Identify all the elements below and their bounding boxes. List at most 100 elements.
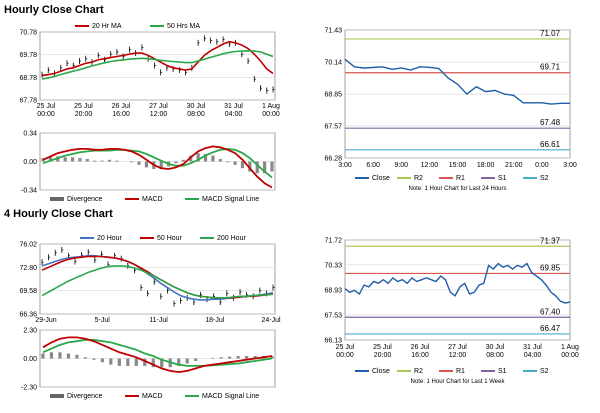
hourly-macd-divergence-bar <box>115 160 119 162</box>
hourly-pivot-y-tick: 67.57 <box>324 123 342 130</box>
h4-macd-divergence-bar <box>253 356 257 359</box>
hourly-pivot-legend-r1-label: R1 <box>456 175 465 182</box>
hourly-pivot-y-tick: 71.43 <box>324 28 342 35</box>
hourly-macd-divergence-bar <box>41 158 45 162</box>
h4-price-y-tick: 72.80 <box>19 265 37 272</box>
h4-macd-divergence-bar <box>185 358 189 364</box>
h4-macd-divergence-bar <box>219 357 223 359</box>
h4-pivot-x-tick-line: 30 Jul <box>486 344 505 351</box>
hourly-pivot-y-tick: 66.28 <box>324 156 342 163</box>
hourly-macd-y-tick: -0.34 <box>21 188 37 195</box>
h4-macd-y-tick: 0.00 <box>23 356 37 363</box>
h4-macd-divergence-bar <box>270 356 274 359</box>
h4-price-200-hour-line <box>41 265 274 299</box>
h4-macd-divergence-bar <box>66 353 71 359</box>
h4-pivot-s2-label: 66.47 <box>540 324 561 333</box>
hourly-price-x-tick-line: 25 Jul <box>74 103 93 110</box>
hourly-macd-divergence-bar <box>233 161 237 165</box>
h4-pivot-x-tick: 1 Aug 00:00 <box>561 344 579 359</box>
hourly-pivot-x-tick: 12:00 <box>421 162 439 169</box>
hourly-pivot-x-tick: 3:00 <box>338 162 352 169</box>
hourly-price-x-tick: 1 Aug 00:00 <box>262 103 280 118</box>
h4-pivot-x-tick: 26 Jul 16:00 <box>411 344 430 359</box>
hourly-price-x-tick-line: 26 Jul <box>112 103 131 110</box>
h4-price-x-tick: 29-Jun <box>35 317 57 324</box>
hourly-price-legend-1-label: 50 Hrs MA <box>167 23 200 30</box>
hourly-macd-divergence-bar <box>137 161 141 165</box>
hourly-price-x-tick-line: 08:00 <box>187 111 205 118</box>
hourly-price-y-tick: 70.78 <box>19 30 37 37</box>
h4-macd-signal-line <box>42 339 273 367</box>
h4-pivot-x-tick-line: 1 Aug <box>561 344 579 351</box>
h4-macd-divergence-bar <box>143 358 147 366</box>
hourly-pivot-r1-label: 69.71 <box>540 63 561 72</box>
hourly-macd-divergence-bar <box>263 161 267 174</box>
h4-pivot-x-tick-line: 31 Jul <box>523 344 542 351</box>
h4-pivot-r2-label: 71.37 <box>540 236 561 245</box>
h4-macd-legend-divergence-swatch <box>50 394 64 398</box>
hourly-macd-divergence-bar <box>203 153 208 162</box>
hourly-price-x-tick: 25 Jul 00:00 <box>37 103 56 118</box>
h4-macd-divergence-bar <box>236 356 240 359</box>
hourly-pivot-x-tick: 9:00 <box>394 162 408 169</box>
hourly-price-y-tick: 67.78 <box>19 98 37 105</box>
h4-price-legend-2-label: 200 Hour <box>217 235 246 242</box>
h4-macd-divergence-bar <box>92 358 96 360</box>
hourly-macd-divergence-bar <box>255 161 259 174</box>
hourly-pivot-x-tick: 6:00 <box>366 162 380 169</box>
h4-pivot-y-tick: 67.53 <box>324 312 342 319</box>
hourly-macd-divergence-bar <box>174 161 178 164</box>
h4-pivot-y-tick: 68.93 <box>324 287 342 294</box>
h4-macd-divergence-bar <box>41 353 45 359</box>
hourly-macd-divergence-bar <box>48 157 52 162</box>
h4-macd-divergence-bar <box>117 358 121 366</box>
h4-price-legend-0-label: 20 Hour <box>97 235 123 242</box>
h4-price-y-tick: 69.58 <box>19 288 37 295</box>
h4-macd-divergence-bar <box>83 357 88 359</box>
h4-macd-divergence-bar <box>100 358 104 363</box>
h4-pivot-x-tick-line: 00:00 <box>336 352 354 359</box>
hourly-price-x-tick-line: 00:00 <box>37 111 55 118</box>
h4-macd-legend-macd-label: MACD <box>142 393 163 400</box>
h4-macd-divergence-bar <box>151 358 155 368</box>
hourly-macd-divergence-bar <box>181 159 185 162</box>
hourly-macd-divergence-bar <box>78 158 82 162</box>
hourly-macd-divergence-bar <box>144 161 149 168</box>
h4-pivot-r1-label: 69.85 <box>540 263 561 272</box>
h4-pivot-close-line <box>344 262 571 304</box>
hourly-macd-divergence-bar <box>226 161 230 163</box>
h4-price-x-tick: 24-Jul <box>261 317 281 324</box>
hourly-macd-divergence-bar <box>85 158 89 162</box>
h4-price-x-tick: 11-Jul <box>149 317 168 324</box>
h4-pivot-x-tick-line: 04:00 <box>524 352 542 359</box>
hourly-macd-legend-divergence-label: Divergence <box>67 196 103 203</box>
h4-macd-divergence-bar <box>227 356 232 359</box>
hourly-macd-divergence-bar <box>93 160 97 162</box>
hourly-pivot-legend-close-label: Close <box>372 175 390 182</box>
h4-macd-divergence-bar <box>109 358 113 365</box>
hourly-pivot-y-tick: 70.14 <box>324 60 342 67</box>
hourly-price-x-tick: 27 Jul 12:00 <box>149 103 168 118</box>
h4-macd-y-tick: 2.30 <box>23 328 37 335</box>
h4-pivot-x-tick-line: 26 Jul <box>411 344 430 351</box>
h4-macd-divergence-bar <box>49 352 54 359</box>
h4-macd-divergence-bar <box>160 358 164 368</box>
hourly-price-legend-0-label: 20 Hr MA <box>92 23 122 30</box>
h4-price-y-tick: 76.02 <box>19 242 37 249</box>
hourly-macd-divergence-bar <box>270 161 274 172</box>
hourly-price-x-tick-line: 31 Jul <box>224 103 243 110</box>
h4-pivot-legend-s1-label: S1 <box>498 368 507 375</box>
h4-pivot-s1-label: 67.40 <box>540 307 561 316</box>
hourly-price-y-tick: 69.78 <box>19 52 37 59</box>
h4-pivot-x-tick-line: 20:00 <box>374 352 392 359</box>
h4-price-legend-1-label: 50 Hour <box>157 235 183 242</box>
hourly-price-x-tick-line: 16:00 <box>112 111 130 118</box>
hourly-price-x-tick-line: 30 Jul <box>187 103 206 110</box>
hourly-pivot-s1-label: 67.48 <box>540 118 561 127</box>
hourly-macd-divergence-bar <box>218 158 222 162</box>
hourly-macd-signal-line <box>42 147 273 179</box>
hourly-price-y-tick: 68.78 <box>19 75 37 82</box>
h4-macd-y-tick: -2.30 <box>21 385 37 392</box>
hourly-pivot-s2-label: 66.61 <box>540 140 561 149</box>
